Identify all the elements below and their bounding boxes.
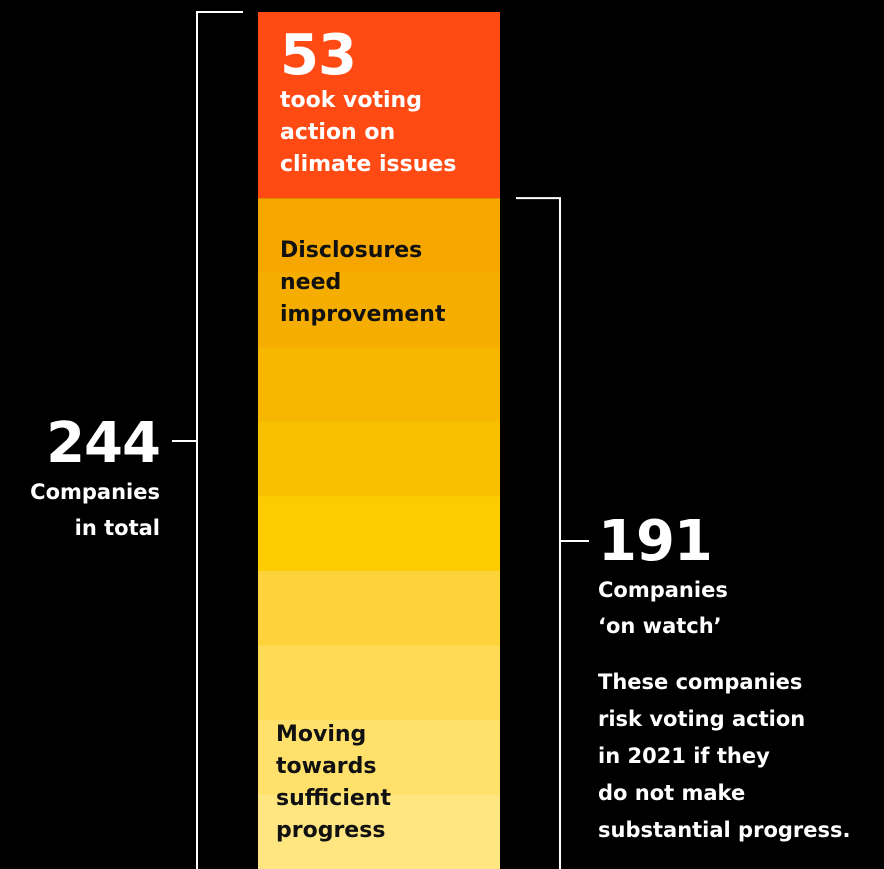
bar-segment-on-watch-band [258, 496, 500, 572]
bar-segment-on-watch-band [258, 198, 500, 274]
bar-segment-on-watch-band [258, 570, 500, 646]
bar-segment-on-watch-band [258, 272, 500, 348]
total-bracket [196, 11, 243, 869]
disclosures-label: Disclosures need improvement [280, 238, 446, 327]
total-label: Companies in total [30, 480, 160, 540]
on-watch-bracket [516, 197, 561, 869]
progress-label: Moving towards sufficient progress [276, 722, 391, 843]
bar-segment-on-watch-band [258, 421, 500, 497]
bar-segment-on-watch-band [258, 794, 500, 869]
on-watch-note: These companies risk voting action in 20… [598, 670, 851, 842]
bar-segment-on-watch-band [258, 645, 500, 721]
bar-segment-acted [258, 12, 500, 199]
on-watch-value: 191 [598, 509, 713, 574]
bar-segment-on-watch-band [258, 347, 500, 423]
bar-segment-on-watch-band [258, 719, 500, 796]
on-watch-label: Companies ‘on watch’ [598, 578, 728, 638]
acted-label: took voting action on climate issues [280, 88, 457, 177]
acted-value: 53 [280, 23, 357, 88]
total-value: 244 [46, 411, 161, 476]
